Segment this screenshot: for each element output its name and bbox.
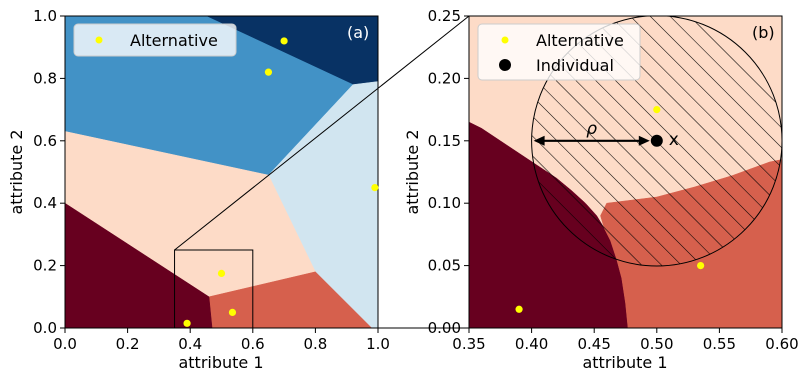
panel-a-alternative-point-1 — [264, 68, 273, 76]
panel-b-y-tick-label-1: 0.05 — [428, 257, 461, 275]
panel-b-rho-label: ρ — [586, 119, 597, 139]
panel-a-alternative-point-4 — [228, 308, 237, 316]
panel-a-y-label: attribute 2 — [7, 129, 26, 214]
panel-b-points: x — [515, 106, 705, 313]
panel-a-legend-box — [73, 23, 237, 57]
panel-b-y-tick-label-5: 0.25 — [428, 7, 461, 25]
panel-a-legend: Alternative — [73, 23, 237, 57]
panel-b-alternative-point-1 — [697, 262, 705, 270]
panel-a-alternative-point-5 — [183, 319, 191, 327]
panel-b-y-label: attribute 2 — [403, 129, 422, 214]
panel-b-rho-arrow-head-right — [638, 135, 650, 146]
panel-b-legend-label-alternative: Alternative — [536, 31, 624, 50]
panel-a-x-tick-label-2: 0.4 — [178, 335, 202, 353]
panel-a-points — [183, 37, 379, 327]
panel-a-y-tick-label-0: 0.0 — [33, 319, 57, 337]
panel-b-x-tick-label-5: 0.60 — [765, 335, 798, 353]
panel-a-alternative-point-0 — [280, 37, 288, 45]
panel-b: ρ x 0.35 0.40 0.45 0.50 0.55 0.60 0.000.050.1… — [403, 7, 799, 372]
panel-b-x-ticks: 0.35 0.40 0.45 0.50 0.55 0.60 — [452, 328, 799, 353]
panel-b-y-ticks: 0.000.050.100.150.200.25 — [428, 7, 469, 337]
panel-a-y-tick-label-4: 0.8 — [33, 69, 57, 87]
panel-a-regions — [65, 16, 378, 328]
panel-a-y-tick-label-2: 0.4 — [33, 194, 57, 212]
panel-b-y-tick-label-3: 0.15 — [428, 132, 461, 150]
panel-a-x-label: attribute 1 — [178, 353, 263, 372]
panel-b-x-tick-label-4: 0.55 — [703, 335, 736, 353]
panel-b-legend-marker-alternative — [501, 36, 509, 44]
panel-b-individual-label: x — [669, 130, 679, 150]
panel-b-y-tick-label-4: 0.20 — [428, 69, 461, 87]
panel-b-y-tick-label-2: 0.10 — [428, 194, 461, 212]
panel-b-alternative-point-2 — [515, 305, 523, 313]
panel-b-legend-label-individual: Individual — [536, 56, 614, 75]
panel-a-legend-marker-alternative — [95, 36, 103, 44]
panel-a-x-ticks: 0.0 0.2 0.4 0.6 0.8 1.0 — [53, 328, 390, 353]
panel-b-x-tick-label-0: 0.35 — [452, 335, 485, 353]
panel-b-frame — [468, 15, 783, 329]
panel-b-rho-arrow-head-left — [533, 135, 545, 146]
panel-a-legend-label-alternative: Alternative — [130, 31, 218, 50]
panel-a-zoom-rect — [174, 249, 254, 329]
panel-b-tag: (b) — [752, 23, 775, 42]
panel-a-y-tick-label-5: 1.0 — [33, 7, 57, 25]
zoom-connector-top — [174, 15, 470, 251]
panel-b-x-label: attribute 1 — [582, 353, 667, 372]
panel-a-x-tick-label-3: 0.6 — [241, 335, 265, 353]
panel-a-y-tick-label-3: 0.6 — [33, 132, 57, 150]
panel-a-region-5 — [65, 202, 213, 328]
panel-b-legend-box — [477, 23, 641, 81]
panel-a-alternative-point-3 — [217, 269, 226, 277]
panel-a-y-tick-label-1: 0.2 — [33, 257, 57, 275]
panel-a-y-ticks: 0.0 0.2 0.4 0.6 0.8 1.0 — [33, 7, 65, 337]
panel-b-x-tick-label-3: 0.50 — [640, 335, 673, 353]
panel-a-zoom-box — [174, 249, 254, 329]
panel-a-alternative-point-2 — [371, 184, 379, 192]
panel-b-alternative-point-0 — [653, 106, 661, 114]
panel-b-x-tick-label-1: 0.40 — [515, 335, 548, 353]
panel-a-x-tick-label-0: 0.0 — [53, 335, 77, 353]
panel-b-individual-point — [650, 134, 663, 147]
panel-a: 0.0 0.2 0.4 0.6 0.8 1.0 0.0 0.2 0.4 0.6 0.8 1.0 at… — [7, 7, 390, 372]
panel-a-x-tick-label-5: 1.0 — [366, 335, 390, 353]
panel-a-x-tick-label-1: 0.2 — [116, 335, 140, 353]
panel-b-x-tick-label-2: 0.45 — [577, 335, 610, 353]
panel-b-legend-marker-individual — [499, 59, 511, 71]
zoom-connectors — [174, 15, 470, 329]
panel-a-tag: (a) — [347, 23, 369, 42]
panel-a-x-tick-label-4: 0.8 — [303, 335, 327, 353]
panel-b-legend: Alternative Individual — [477, 23, 641, 81]
